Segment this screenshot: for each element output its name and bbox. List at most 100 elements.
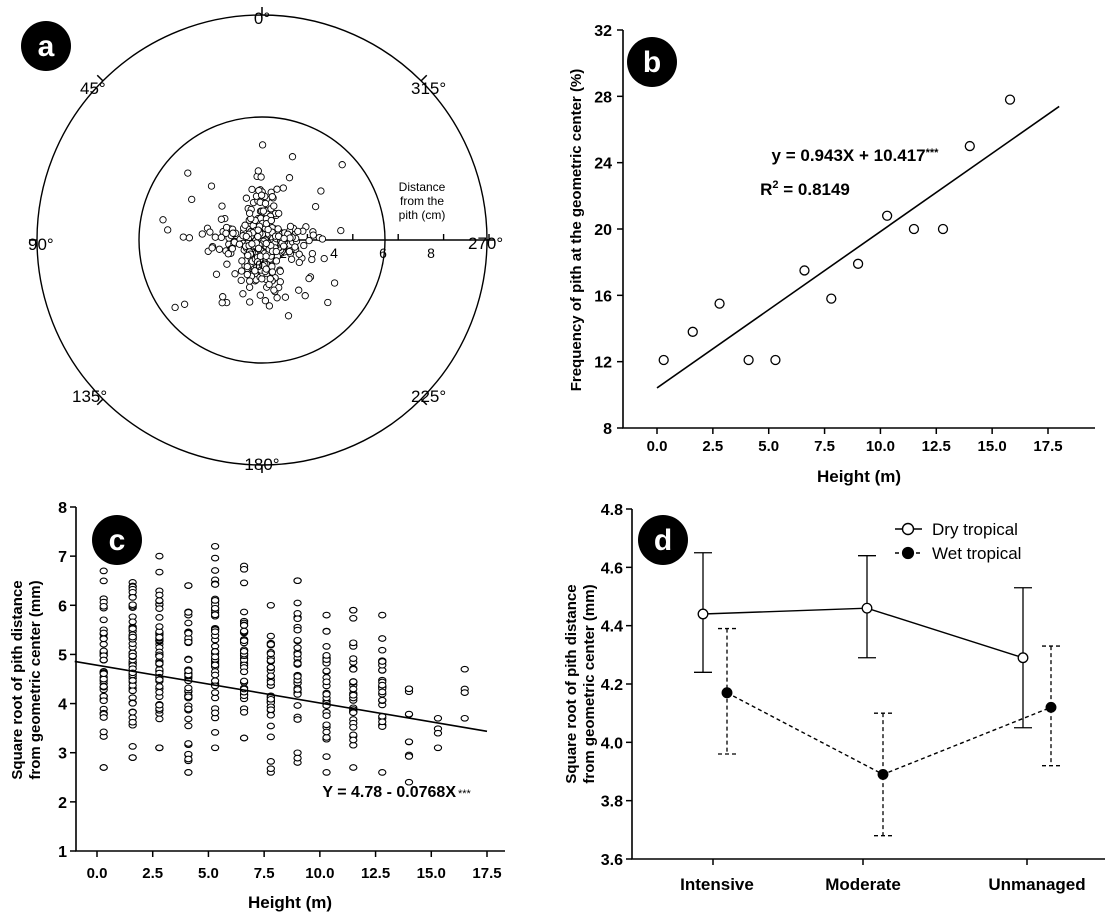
c-point [184, 667, 193, 675]
polar-point [268, 268, 277, 276]
c-point [210, 581, 220, 588]
angle-label-180: 180° [244, 455, 279, 474]
c-point [266, 657, 275, 664]
c-significance: *** [458, 788, 472, 800]
c-point [293, 577, 302, 585]
c-point [433, 729, 443, 737]
c-y-tick-label: 2 [58, 795, 67, 812]
c-point [99, 567, 108, 575]
panel-d-line-plot: 3.6 3.8 4.0 4.2 4.4 4.6 4.8 Intensive Moderate U… [563, 502, 1105, 894]
c-point [155, 568, 164, 576]
panel-b-badge: b [627, 37, 677, 87]
c-point [210, 542, 220, 550]
legend-marker-wet [901, 546, 915, 560]
c-point [239, 565, 249, 573]
c-point [460, 714, 469, 722]
panel-c-scatter-plot: 1 2 3 4 5 6 7 8 0.0 2.5 5.0 7.5 10.0 12.5 15.0 17.5 Y … [9, 500, 505, 912]
c-y-tick-label: 1 [58, 844, 67, 861]
c-point [155, 605, 164, 612]
c-point [239, 608, 249, 616]
c-point [293, 615, 302, 623]
c-point [239, 668, 249, 676]
c-point [322, 734, 331, 741]
b-y-tick-label: 16 [594, 288, 612, 305]
d-point [1045, 701, 1057, 713]
polar-point [258, 141, 267, 149]
polar-point [218, 299, 226, 307]
b-y-tick-label: 20 [594, 222, 612, 239]
polar-point [251, 267, 259, 275]
c-point [99, 683, 108, 690]
c-point [210, 628, 220, 636]
c-point [266, 641, 275, 648]
legend-label-dry: Dry tropical [932, 520, 1018, 539]
polar-point [254, 244, 263, 253]
c-point [293, 650, 302, 658]
polar-point [198, 230, 206, 238]
c-point [155, 614, 164, 621]
c-point [378, 646, 387, 654]
polar-point [242, 194, 251, 202]
c-point [378, 658, 387, 665]
polar-point [246, 298, 254, 306]
d-point [697, 608, 709, 620]
panel-a-polar-plot: 0° 45° 90° 135° 180° 225° 270° 315° Dist… [21, 7, 503, 474]
polar-point [262, 265, 270, 273]
polar-point [330, 279, 339, 287]
c-point [99, 697, 108, 705]
c-point [184, 684, 193, 692]
c-point [184, 740, 193, 747]
polar-point [238, 257, 246, 265]
c-point [99, 670, 108, 678]
c-point [266, 695, 275, 703]
polar-point [318, 235, 327, 243]
polar-point [208, 244, 216, 252]
panel-d-badge: d [638, 515, 688, 565]
polar-point [301, 292, 309, 300]
polar-point [223, 260, 231, 268]
polar-point [179, 233, 187, 241]
d-x-tick-label: Intensive [680, 875, 754, 894]
panel-b-badge-letter: b [643, 46, 661, 79]
polar-point [237, 276, 245, 285]
c-point [322, 690, 331, 698]
polar-point [248, 240, 256, 248]
c-point [184, 619, 193, 627]
polar-point [276, 267, 284, 275]
c-point [349, 709, 358, 717]
polar-point [272, 247, 280, 256]
c-point [404, 710, 414, 718]
c-point [404, 738, 414, 746]
d-y-ticks: 3.6 3.8 4.0 4.2 4.4 4.6 4.8 [601, 502, 632, 869]
d-y-tick-label: 4.8 [601, 502, 623, 519]
c-point [433, 714, 443, 722]
c-x-axis-label: Height (m) [248, 893, 332, 912]
b-point [743, 354, 754, 366]
polar-point [245, 209, 254, 217]
c-point [210, 729, 220, 736]
radius-axis-label-line1: Distance [399, 180, 446, 194]
polar-point [217, 215, 226, 223]
c-point [128, 677, 137, 684]
polar-point [268, 193, 276, 201]
polar-point [254, 226, 262, 234]
polar-point [338, 161, 346, 169]
c-x-tick-label: 10.0 [305, 865, 334, 882]
radius-tick-8: 8 [427, 245, 435, 261]
b-x-tick-label: 2.5 [702, 438, 723, 455]
c-y-ticks: 1 2 3 4 5 6 7 8 [58, 500, 76, 861]
panel-a-badge-letter: a [38, 30, 55, 63]
b-point [908, 223, 920, 235]
c-point [184, 609, 193, 616]
polar-point [285, 174, 294, 182]
c-point [128, 687, 137, 695]
c-point [404, 685, 414, 693]
c-point [293, 636, 302, 644]
polar-point [254, 167, 262, 175]
c-point [210, 653, 220, 661]
d-x-tick-label: Moderate [825, 875, 901, 894]
d-y-tick-label: 4.4 [601, 619, 623, 636]
b-point [1004, 94, 1016, 105]
d-point [877, 768, 889, 780]
